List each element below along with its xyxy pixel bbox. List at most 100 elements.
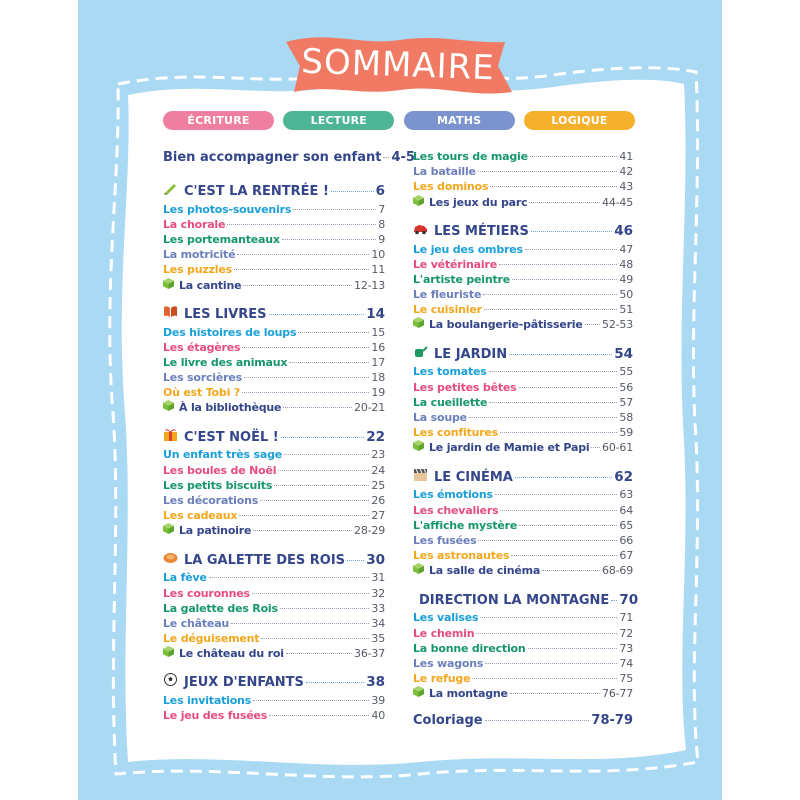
activity-cube-icon [413,317,424,329]
toc-item[interactable]: Les boules de Noël 24 [163,463,385,478]
toc-item[interactable]: Les cadeaux 27 [163,508,385,523]
toc-item[interactable]: Les dominos 43 [413,179,633,194]
page-number: 78-79 [591,713,633,729]
dot-leader [498,263,618,265]
toc-activity-item[interactable]: La montagne 76-77 [413,686,633,701]
section-header[interactable]: LES LIVRES 14 [163,304,385,325]
entry-title: Le fleuriste [413,288,482,302]
toc-entry-major[interactable]: Bien accompagner son enfant 4-5 [163,148,415,169]
toc-item[interactable]: Les étagères 16 [163,340,385,355]
entry-title: Le vétérinaire [413,257,497,271]
activity-cube-icon [163,400,174,412]
toc-item[interactable]: Les fusées 66 [413,533,633,548]
section-header[interactable]: JEUX D'ENFANTS 38 [163,672,385,693]
toc-item[interactable]: La chorale 8 [163,217,385,232]
section-header[interactable]: LA GALETTE DES ROIS 30 [163,550,385,571]
toc-item[interactable]: Le chemin 72 [413,626,633,641]
toc-item[interactable]: Le cuisinier 51 [413,302,633,317]
toc-item[interactable]: Les chevaliers 64 [413,503,633,518]
dot-leader [512,278,618,280]
page-number: 55 [619,365,633,379]
section-header[interactable]: DIRECTION LA MONTAGNE 70 [413,590,638,616]
toc-item[interactable]: L'affiche mystère 65 [413,518,633,533]
toc-item[interactable]: Les portemanteaux 9 [163,232,385,247]
toc-item[interactable]: Le château 34 [163,616,385,631]
toc-activity-item[interactable]: Les jeux du parc 44-45 [413,194,633,210]
page-number: 28-29 [354,524,385,538]
toc-item[interactable]: Les invitations 39 [163,693,385,708]
dot-leader [260,500,370,501]
entry-title: Les invitations [163,694,252,708]
toc-item[interactable]: Les petits biscuits 25 [163,478,385,493]
toc-activity-item[interactable]: La boulangerie-pâtisserie 52-53 [413,317,633,332]
toc-item[interactable]: Les photos-souvenirs 7 [163,202,385,217]
toc-item[interactable]: Le jeu des ombres 47 [413,242,633,257]
entry-title: DIRECTION LA MONTAGNE [419,592,610,608]
entry-title: Les sorcières [163,371,242,385]
toc-item[interactable]: Où est Tobi ? 19 [163,385,385,400]
toc-activity-item[interactable]: La salle de cinéma 68-69 [413,563,633,578]
toc-item[interactable]: La bonne direction 73 [413,641,633,656]
toc-item[interactable]: Les petites bêtes 56 [413,380,633,395]
toc-item[interactable]: Des histoires de loups 15 [163,325,385,340]
dot-leader [611,599,618,601]
toc-item[interactable]: Le déguisement 35 [163,631,385,646]
entry-title: L'affiche mystère [413,518,518,532]
toc-item[interactable]: Les astronautes 67 [413,548,633,563]
section-header[interactable]: LE JARDIN 54 [413,344,633,365]
toc-item[interactable]: Le livre des animaux 17 [163,355,385,370]
toc-item[interactable]: Le fleuriste 50 [413,287,633,302]
entry-title: Le château du roi [179,647,284,661]
toc-item[interactable]: La fève 31 [163,570,385,585]
entry-title: Les tomates [413,365,487,379]
toc-item[interactable]: Les puzzles 11 [163,262,385,277]
dot-leader [231,622,370,624]
entry-title: La boulangerie-pâtisserie [429,318,583,332]
page-number: 52-53 [602,318,633,332]
toc-activity-item[interactable]: La patinoire 28-29 [163,523,385,538]
toc-item[interactable]: Le vétérinaire 48 [413,257,633,272]
toc-activity-item[interactable]: À la bibliothèque 20-21 [163,400,385,415]
page-number: 49 [619,272,633,286]
entry-title: La soupe [413,411,467,425]
toc-item[interactable]: Les tomates 55 [413,364,633,379]
dot-leader [483,294,618,296]
toc-activity-item[interactable]: La cantine 12-13 [163,277,385,293]
section-header[interactable]: C'EST LA RENTRÉE ! 6 [163,181,385,202]
toc-item[interactable]: Les couronnes 32 [163,586,385,601]
toc-item[interactable]: Les valises 71 [413,610,633,625]
toc-item[interactable]: La galette des Rois 33 [163,601,385,616]
toc-item[interactable]: Le refuge 75 [413,671,633,686]
toc-item[interactable]: Les sorcières 18 [163,370,385,385]
toc-item[interactable]: Les tours de magie 41 [413,149,633,164]
dot-leader [472,678,618,680]
entry-title: Les tours de magie [413,150,528,163]
toc-item[interactable]: La bataille 42 [413,164,633,179]
toc-activity-item[interactable]: Le jardin de Mamie et Papi 60-61 [413,440,633,455]
page-number: 70 [619,591,639,608]
toc-item[interactable]: Les décorations 26 [163,493,385,508]
toc-item[interactable]: Les confitures 59 [413,425,633,440]
toc-entry-major[interactable]: Coloriage 78-79 [413,711,633,732]
toc-item[interactable]: L'artiste peintre 49 [413,272,633,287]
toc-item[interactable]: La motricité 10 [163,247,385,262]
activity-cube-icon [163,646,174,658]
toc-item[interactable]: La soupe 58 [413,410,633,425]
dot-leader [293,208,377,210]
toc-activity-item[interactable]: Le château du roi 36-37 [163,646,385,661]
page-number: 9 [378,232,385,246]
dot-leader [289,361,370,363]
toc-item[interactable]: Le jeu des fusées 40 [163,708,385,723]
toc-item[interactable]: Les émotions 63 [413,487,633,502]
section-header[interactable]: C'EST NOËL ! 22 [163,427,385,448]
page-number: 7 [378,202,385,216]
section-header[interactable]: LES MÉTIERS 46 [413,221,633,242]
toc-item[interactable]: La cueillette 57 [413,395,633,410]
section-header[interactable]: LE CINÉMA 62 [413,467,633,488]
toc-item[interactable]: Un enfant très sage 23 [163,447,385,462]
toc-item[interactable]: Les wagons 74 [413,656,633,671]
entry-title: Le refuge [413,672,471,686]
page-number: 62 [614,468,633,485]
entry-title: À la bibliothèque [179,401,282,415]
dot-leader [243,284,353,286]
